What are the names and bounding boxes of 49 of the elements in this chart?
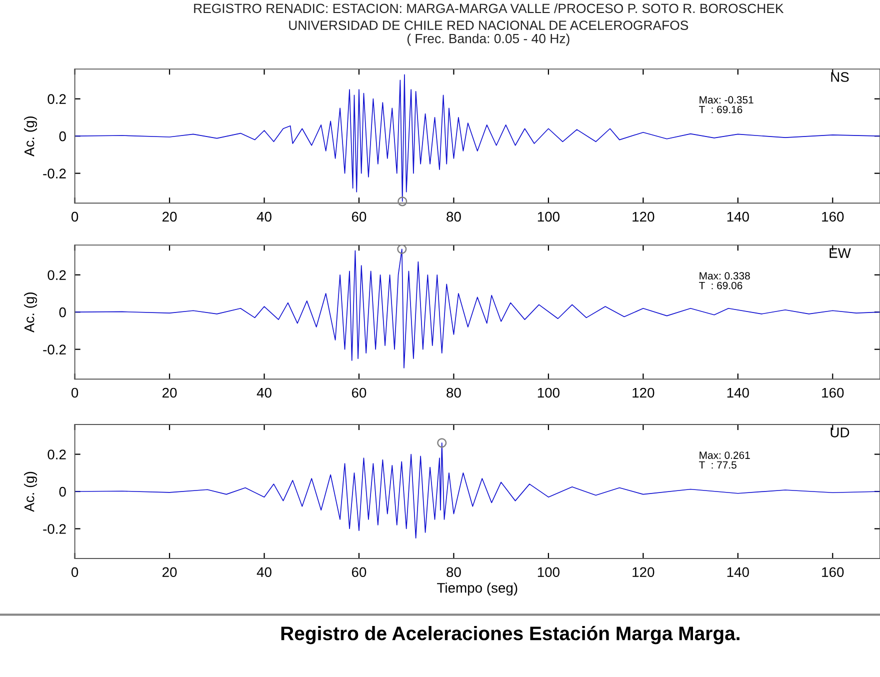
y-tick-label: 0 <box>59 486 66 497</box>
y-tick-label: 0.2 <box>48 450 66 460</box>
y-axis-title: Ac. (g) <box>24 472 37 512</box>
text: Registro de Aceleraciones Estación Marga Marga. <box>281 626 740 644</box>
x-tick-label: 100 <box>538 212 560 222</box>
x-tick-label: 100 <box>538 567 560 578</box>
x-tick-label: 160 <box>822 212 844 222</box>
x-tick-label: 0 <box>71 567 78 578</box>
x-tick-label: 60 <box>352 567 366 578</box>
x-tick-label: 60 <box>352 212 366 222</box>
x-tick-label: 140 <box>727 388 749 398</box>
y-tick-label: -0.2 <box>43 168 66 178</box>
x-tick-label: 120 <box>632 567 654 578</box>
annotation: EW <box>830 248 851 258</box>
annotation: UD <box>830 428 850 438</box>
y-axis-title: Ac. (g) <box>24 116 37 156</box>
x-tick-label: 20 <box>162 567 177 578</box>
chart-subtitle: UNIVERSIDAD DE CHILE RED NACIONAL DE ACELEROGRAFOS ( Frec. Banda: 0.05 - 40 Hz) <box>289 20 688 46</box>
x-tick-label: 160 <box>822 567 844 578</box>
x-tick-label: 40 <box>256 567 272 578</box>
y-tick-label: 0.2 <box>48 94 66 104</box>
x-tick-label: 100 <box>538 388 560 398</box>
x-tick-label: 80 <box>446 212 461 222</box>
x-tick-label: 40 <box>256 388 272 398</box>
y-tick-label: 0 <box>59 131 66 142</box>
x-tick-label: 80 <box>446 388 461 398</box>
y-axis-title: Ac. (g) <box>24 292 37 333</box>
x-tick-label: 140 <box>727 212 749 222</box>
x-tick-label: 20 <box>162 388 177 398</box>
y-tick-label: -0.2 <box>43 524 66 534</box>
annotation: NS <box>831 72 849 82</box>
chart-title: REGISTRO RENADIC: ESTACION: MARGA-MARGA VALLE /PROCESO P. SOTO R. BOROSCHEK <box>194 3 784 14</box>
x-tick-label: 20 <box>162 212 177 222</box>
y-tick-label: -0.2 <box>43 344 66 354</box>
y-tick-label: 0.2 <box>48 270 66 280</box>
annotation: Max: 0.338 T : 69.06 <box>699 272 750 290</box>
x-tick-label: 80 <box>446 567 461 578</box>
x-tick-label: 140 <box>727 567 749 578</box>
annotation: Max: 0.261 T : 77.5 <box>699 452 750 469</box>
x-axis-title: Tiempo (seg) <box>437 582 518 596</box>
x-tick-label: 120 <box>632 388 654 398</box>
x-tick-label: 40 <box>256 212 272 222</box>
x-tick-label: 60 <box>352 388 366 398</box>
x-tick-label: 160 <box>822 388 844 398</box>
y-tick-label: 0 <box>59 307 66 318</box>
annotation: Max: -0.351 T : 69.16 <box>699 96 754 114</box>
x-tick-label: 0 <box>71 212 78 222</box>
x-tick-label: 0 <box>71 388 78 398</box>
x-tick-label: 120 <box>632 212 654 222</box>
